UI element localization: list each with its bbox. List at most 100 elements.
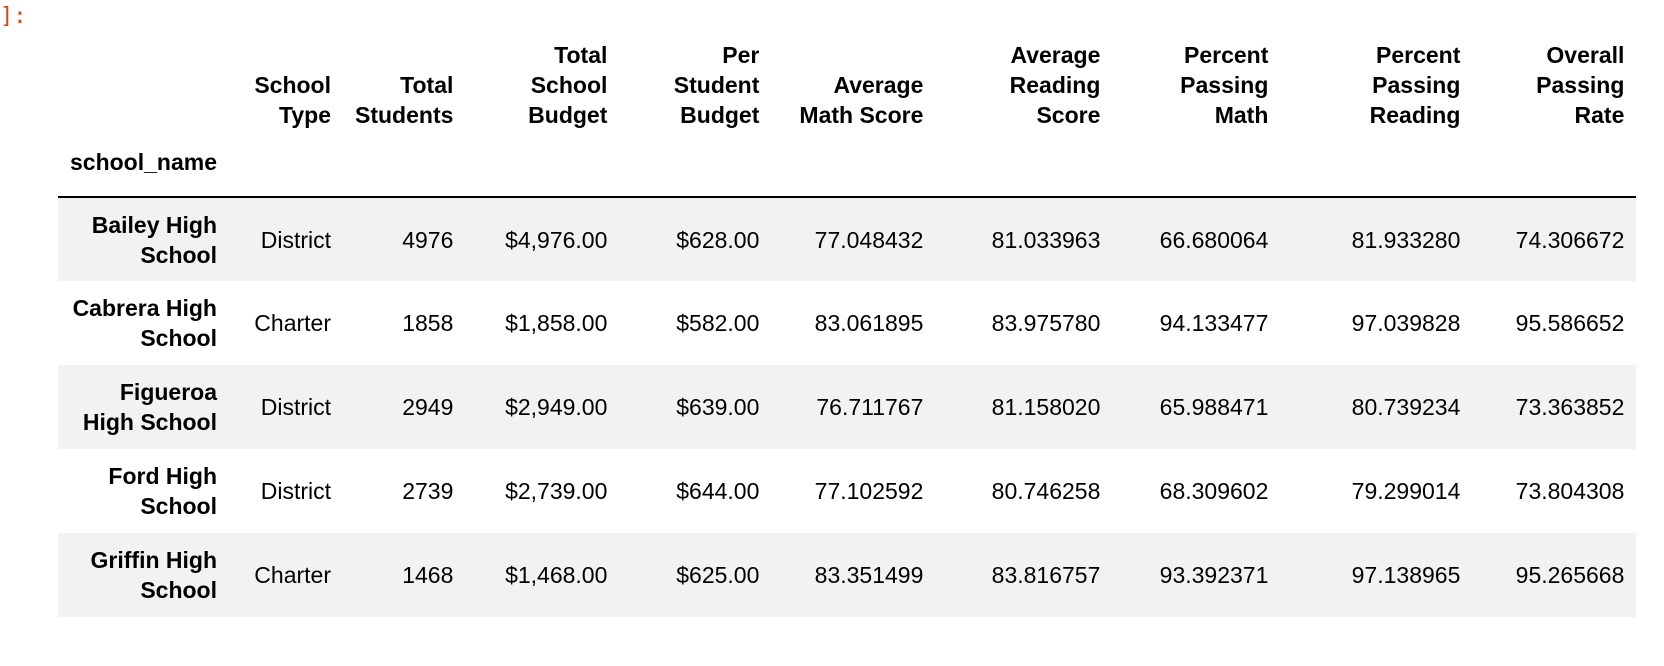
cell-total-school-budget: $1,468.00 — [505, 562, 608, 588]
cell-total-school-budget: $1,858.00 — [505, 310, 608, 336]
cell-overall-passing-rate: 95.265668 — [1515, 562, 1625, 588]
cell-overall-passing-rate: 95.586652 — [1515, 310, 1625, 336]
cell-total-students: 2949 — [402, 394, 454, 420]
column-header-line: Score — [1036, 102, 1101, 128]
school-name-line: School — [140, 577, 217, 603]
index-row-blank — [935, 130, 1113, 198]
column-header-line: Percent — [1184, 42, 1269, 68]
index-name-label: school_name — [58, 130, 229, 198]
table-body: Bailey High School District 4976 $4,976.… — [58, 197, 1637, 617]
cell-per-student-budget: $628.00 — [676, 226, 760, 253]
row-index-school-name: Griffin High School — [58, 533, 229, 617]
school-name-line: School — [140, 493, 217, 519]
column-header-line: Budget — [680, 102, 760, 128]
column-header-line: Reading — [1369, 102, 1461, 128]
cell-average-math-score: 83.351499 — [814, 562, 924, 588]
column-header-line: Overall — [1546, 42, 1625, 68]
cell-per-student-budget: $582.00 — [676, 310, 760, 336]
cell-overall-passing-rate: 73.804308 — [1515, 478, 1625, 504]
cell-average-reading-score: 83.816757 — [991, 562, 1101, 588]
cell-total-students: 2739 — [402, 478, 454, 504]
index-row-blank — [465, 130, 620, 198]
index-row-blank — [343, 130, 466, 198]
column-header-per-student-budget: Per Student Budget — [619, 32, 771, 130]
school-name-line: Figueroa — [119, 379, 217, 405]
cell-percent-passing-math: 93.392371 — [1159, 562, 1269, 588]
school-name-line: School — [140, 325, 217, 351]
school-name-line: Griffin High — [90, 547, 217, 573]
column-header-average-reading-score: Average Reading Score — [935, 32, 1112, 130]
column-header-line: Type — [279, 102, 331, 128]
index-row-blank — [771, 130, 936, 198]
school-name-line: Cabrera High — [72, 295, 217, 321]
cell-average-math-score: 76.711767 — [816, 394, 924, 420]
column-header-line: Math Score — [799, 102, 924, 128]
column-header-school-type: School Type — [229, 32, 343, 130]
cell-per-student-budget: $625.00 — [676, 562, 760, 588]
cell-total-school-budget: $2,949.00 — [505, 394, 608, 420]
table-row: Ford High School District 2739 $2,739.00… — [58, 449, 1636, 533]
cell-school-type: District — [260, 226, 331, 253]
cell-school-type: Charter — [254, 562, 331, 588]
index-header-blank — [58, 32, 229, 130]
column-header-line: Average — [833, 72, 924, 98]
cell-average-math-score: 77.102592 — [814, 478, 924, 504]
cell-school-type: District — [260, 478, 331, 504]
index-name-row: school_name — [58, 130, 1637, 198]
index-row-blank — [229, 130, 343, 198]
column-header-line: Student — [673, 72, 760, 98]
column-header-line: Reading — [1009, 72, 1101, 98]
cell-total-students: 1468 — [402, 562, 454, 588]
column-header-line: Passing — [1180, 72, 1269, 98]
cell-total-school-budget: $4,976.00 — [505, 226, 608, 253]
cell-average-math-score: 77.048432 — [814, 226, 924, 253]
cell-percent-passing-reading: 97.039828 — [1351, 310, 1461, 336]
column-header-line: Budget — [528, 102, 608, 128]
column-header-total-school-budget: Total School Budget — [465, 32, 619, 130]
table-row: Cabrera High School Charter 1858 $1,858.… — [58, 281, 1636, 365]
cell-average-reading-score: 80.746258 — [991, 478, 1101, 504]
cell-average-math-score: 83.061895 — [814, 310, 924, 336]
row-index-school-name: Cabrera High School — [58, 281, 229, 365]
index-row-blank — [1280, 130, 1473, 198]
column-header-percent-passing-reading: Percent Passing Reading — [1280, 32, 1472, 130]
cell-percent-passing-math: 65.988471 — [1159, 394, 1269, 420]
school-name-line: Bailey High — [91, 211, 217, 238]
column-header-line: Total — [400, 72, 454, 98]
column-header-line: Average — [1010, 42, 1101, 68]
dataframe-output: School Type Total Students Total School … — [58, 32, 1637, 617]
table-row: Bailey High School District 4976 $4,976.… — [58, 197, 1637, 281]
cell-percent-passing-math: 68.309602 — [1159, 478, 1269, 504]
table-header: School Type Total Students Total School … — [58, 32, 1637, 198]
row-index-school-name: Ford High School — [58, 449, 229, 533]
school-name-line: Ford High — [108, 463, 217, 489]
cell-percent-passing-math: 66.680064 — [1159, 226, 1269, 253]
cell-total-school-budget: $2,739.00 — [505, 478, 608, 504]
cell-average-reading-score: 81.033963 — [991, 226, 1101, 253]
cell-percent-passing-reading: 97.138965 — [1351, 562, 1461, 588]
school-name-line: High School — [82, 409, 217, 435]
cell-total-students: 4976 — [402, 226, 454, 253]
table-row: Figueroa High School District 2949 $2,94… — [58, 365, 1637, 449]
row-index-school-name: Bailey High School — [58, 197, 229, 281]
column-header-line: School — [530, 72, 608, 98]
column-header-overall-passing-rate: Overall Passing Rate — [1472, 32, 1636, 130]
row-index-school-name: Figueroa High School — [58, 365, 229, 449]
cell-average-reading-score: 81.158020 — [991, 394, 1101, 420]
column-header-line: Students — [355, 102, 454, 128]
column-header-average-math-score: Average Math Score — [771, 32, 935, 130]
column-header-line: Passing — [1536, 72, 1625, 98]
index-row-blank — [619, 130, 772, 198]
cell-total-students: 1858 — [402, 310, 454, 336]
column-header-line: Per — [722, 42, 760, 68]
column-header-line: Percent — [1376, 42, 1461, 68]
column-header-line: Math — [1214, 102, 1269, 128]
cell-percent-passing-reading: 81.933280 — [1351, 226, 1461, 253]
cell-output-prompt: ]: — [0, 4, 27, 29]
cell-average-reading-score: 83.975780 — [991, 310, 1101, 336]
index-row-blank — [1472, 130, 1637, 198]
cell-per-student-budget: $644.00 — [676, 478, 760, 504]
cell-percent-passing-math: 94.133477 — [1159, 310, 1269, 336]
table-row: Griffin High School Charter 1468 $1,468.… — [58, 533, 1637, 617]
column-header-line: Rate — [1574, 102, 1625, 128]
